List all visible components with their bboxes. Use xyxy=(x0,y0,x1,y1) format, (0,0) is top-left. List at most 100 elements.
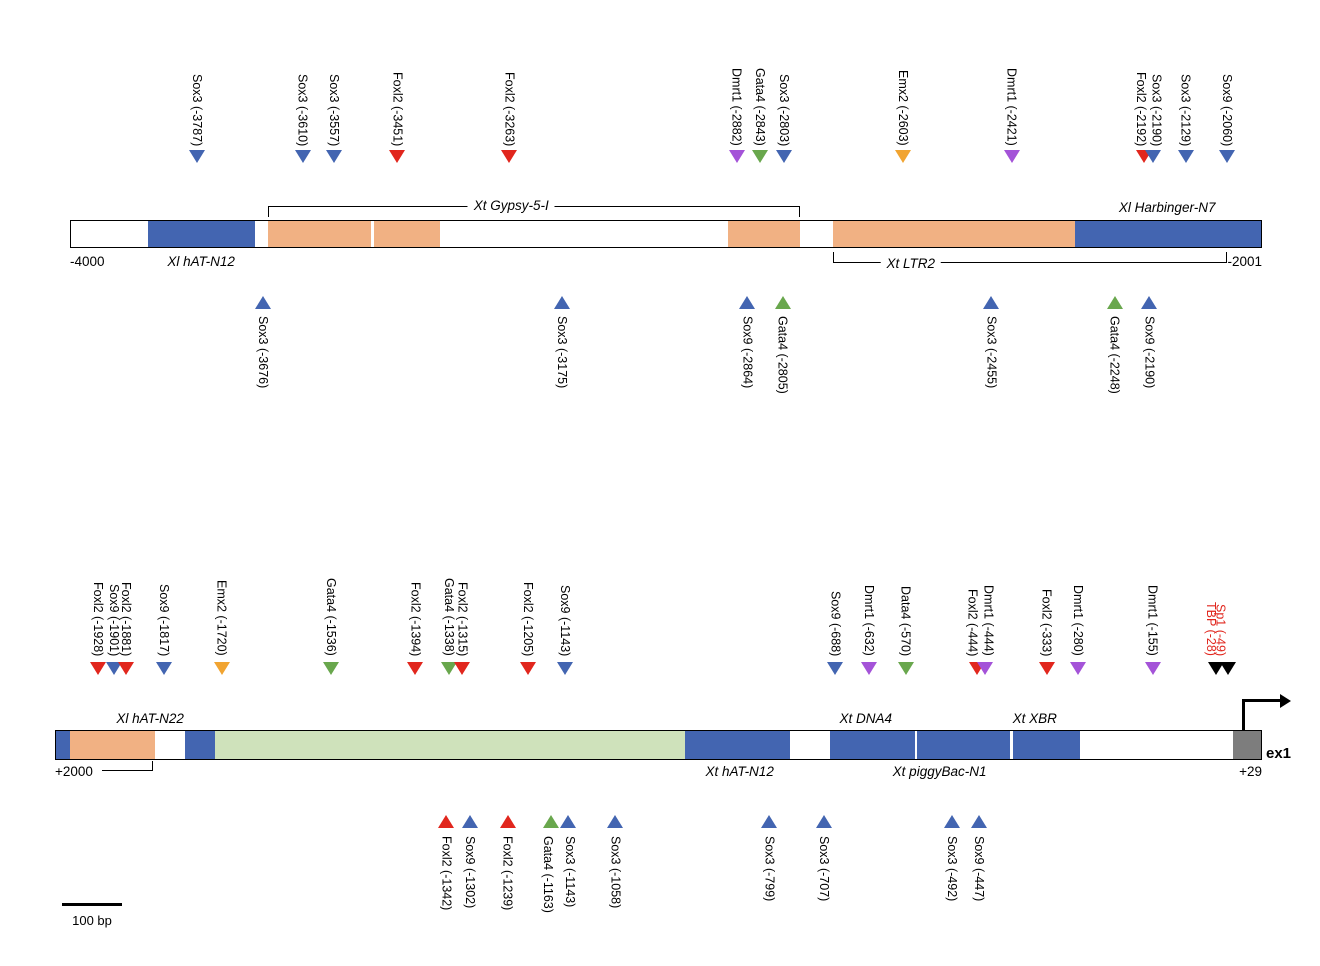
tfbs-triangle-sp1-icon xyxy=(1207,662,1224,675)
tfbs-triangle-sox9-icon xyxy=(970,815,987,828)
tfbs-label-foxl2: Foxl2 (-2192) xyxy=(1134,71,1149,146)
tfbs-triangle-sox3-icon xyxy=(1177,150,1194,163)
tfbs-label-foxl2: Foxl2 (-1881) xyxy=(118,581,133,656)
te-segment-blue xyxy=(56,731,70,759)
scale-bar-label: 100 bp xyxy=(72,913,112,928)
tfbs-triangle-gata4-icon xyxy=(1106,296,1123,309)
coordinate-label-left: +2000 xyxy=(55,764,93,779)
te-segment-green xyxy=(215,731,685,759)
tfbs-triangle-gata4-icon xyxy=(323,662,340,675)
te-segment-orange xyxy=(728,221,801,247)
te-bracket-label: Xt Gypsy-5-I xyxy=(467,198,555,213)
tfbs-triangle-foxl2-icon xyxy=(438,815,455,828)
tfbs-label-foxl2: Foxl2 (-3263) xyxy=(502,71,517,146)
tfbs-triangle-tbp-icon xyxy=(1220,662,1237,675)
tfbs-triangle-emx2-icon xyxy=(895,150,912,163)
tfbs-label-sox3: Sox3 (-2129) xyxy=(1178,73,1193,146)
te-segment-blue xyxy=(1012,731,1080,759)
te-segment-blue xyxy=(1075,221,1261,247)
tfbs-triangle-sox3-icon xyxy=(761,815,778,828)
tfbs-label-dmrt1: Dmrt1 (-444) xyxy=(981,585,996,656)
te-segment-blue xyxy=(830,731,915,759)
tfbs-triangle-sox3-icon xyxy=(944,815,961,828)
tfbs-label-sox3: Sox3 (-3676) xyxy=(256,316,271,389)
tfbs-label-sox3: Sox3 (-2190) xyxy=(1149,73,1164,146)
tfbs-triangle-gata4-icon xyxy=(774,296,791,309)
tfbs-triangle-sox9-icon xyxy=(462,815,479,828)
te-name-label: Xt hAT-N12 xyxy=(705,764,774,779)
tfbs-label-sox3: Sox3 (-3557) xyxy=(327,73,342,146)
te-bracket-label: Xt LTR2 xyxy=(880,256,942,271)
tfbs-label-gata4: Gata4 (-1536) xyxy=(324,578,339,656)
tfbs-label-sox3: Sox3 (-1058) xyxy=(608,836,623,909)
tfbs-label-tbp: TBP (-28) xyxy=(1204,602,1219,656)
tfbs-triangle-foxl2-icon xyxy=(454,662,471,675)
tfbs-label-emx2: Emx2 (-1720) xyxy=(214,580,229,656)
tfbs-triangle-sox3-icon xyxy=(1145,150,1162,163)
te-segment-orange xyxy=(833,221,1076,247)
tss-arrowhead-icon xyxy=(1280,693,1291,708)
tfbs-triangle-foxl2-icon xyxy=(117,662,134,675)
tfbs-triangle-dmrt1-icon xyxy=(976,662,993,675)
coordinate-label-right: +29 xyxy=(1239,764,1262,779)
tfbs-label-sox3: Sox3 (-2455) xyxy=(984,316,999,389)
te-segment-blue xyxy=(684,731,790,759)
tfbs-triangle-sox3-icon xyxy=(607,815,624,828)
te-segment-orange xyxy=(69,731,155,759)
tfbs-triangle-sox3-icon xyxy=(326,150,343,163)
tfbs-triangle-sox3-icon xyxy=(553,296,570,309)
tfbs-label-sp1: Sp1 (-49) xyxy=(1213,603,1228,656)
te-segment-orange xyxy=(267,221,372,247)
te-name-label: Xt XBR xyxy=(1012,711,1057,726)
tfbs-triangle-sox3-icon xyxy=(775,150,792,163)
tfbs-label-dmrt1: Dmrt1 (-2882) xyxy=(729,68,744,146)
tfbs-label-sox9: Sox9 (-2060) xyxy=(1219,73,1234,146)
tfbs-label-gata4: Data4 (-570) xyxy=(898,585,913,656)
tfbs-triangle-sox9-icon xyxy=(739,296,756,309)
tfbs-triangle-foxl2-icon xyxy=(389,150,406,163)
te-name-label: Xt piggyBac-N1 xyxy=(892,764,987,779)
tfbs-label-foxl2: Foxl2 (-1205) xyxy=(520,581,535,656)
tfbs-label-sox3: Sox3 (-3175) xyxy=(554,316,569,389)
tfbs-label-foxl2: Foxl2 (-333) xyxy=(1039,588,1054,656)
tfbs-triangle-sox9-icon xyxy=(155,662,172,675)
tss-arrow-stem xyxy=(1242,700,1245,730)
exon1-label: ex1 xyxy=(1266,745,1292,762)
tfbs-label-dmrt1: Dmrt1 (-155) xyxy=(1145,585,1160,656)
tfbs-label-gata4: Gata4 (-2805) xyxy=(775,316,790,394)
tfbs-label-sox9: Sox9 (-688) xyxy=(828,590,843,656)
tfbs-label-sox3: Sox3 (-2803) xyxy=(776,73,791,146)
tfbs-label-sox9: Sox9 (-2190) xyxy=(1142,316,1157,389)
tfbs-label-sox3: Sox3 (-3610) xyxy=(295,73,310,146)
tfbs-triangle-sox9-icon xyxy=(827,662,844,675)
te-name-label: Xl hAT-N22 xyxy=(116,711,184,726)
tfbs-triangle-foxl2-icon xyxy=(499,815,516,828)
tfbs-triangle-gata4-icon xyxy=(897,662,914,675)
tfbs-label-sox9: Sox9 (-1302) xyxy=(463,836,478,909)
tfbs-label-sox3: Sox3 (-3787) xyxy=(190,73,204,146)
te-bracket xyxy=(833,252,1227,263)
leader-line xyxy=(102,761,153,771)
tfbs-label-dmrt1: Dmrt1 (-2421) xyxy=(1004,68,1019,146)
tfbs-triangle-dmrt1-icon xyxy=(860,662,877,675)
tfbs-label-foxl2: Foxl2 (-1315) xyxy=(455,581,470,656)
tfbs-triangle-foxl2-icon xyxy=(407,662,424,675)
tfbs-triangle-emx2-icon xyxy=(213,662,230,675)
tfbs-triangle-foxl2-icon xyxy=(89,662,106,675)
tfbs-triangle-sox9-icon xyxy=(1218,150,1235,163)
te-segment-blue xyxy=(148,221,255,247)
tfbs-label-sox3: Sox3 (-799) xyxy=(762,836,777,902)
tfbs-triangle-gata4-icon xyxy=(751,150,768,163)
tfbs-label-sox9: Sox9 (-1143) xyxy=(557,584,572,656)
tfbs-label-foxl2: Foxl2 (-3451) xyxy=(390,71,405,146)
tfbs-triangle-dmrt1-icon xyxy=(1070,662,1087,675)
tfbs-label-gata4: Gata4 (-2248) xyxy=(1107,316,1122,394)
tfbs-triangle-sox3-icon xyxy=(983,296,1000,309)
te-name-label: Xl Harbinger-N7 xyxy=(1118,200,1216,215)
tfbs-triangle-dmrt1-icon xyxy=(728,150,745,163)
scale-bar-line xyxy=(62,903,122,906)
tfbs-label-foxl2: Foxl2 (-1928) xyxy=(90,581,105,656)
tfbs-label-sox9: Sox9 (-2864) xyxy=(740,316,755,389)
